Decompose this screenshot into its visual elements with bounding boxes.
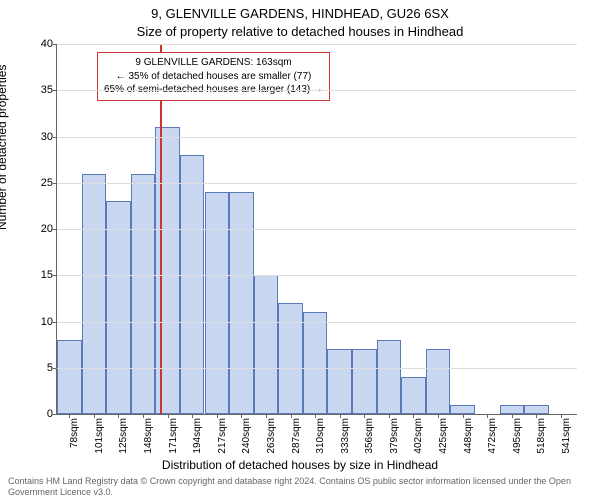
ytick-label: 35 xyxy=(41,84,53,96)
ytick-label: 30 xyxy=(41,131,53,143)
xtick-label: 125sqm xyxy=(118,418,129,454)
histogram-bar xyxy=(57,340,82,414)
ytick-mark xyxy=(53,44,57,45)
gridline-h xyxy=(57,137,577,138)
xtick-label: 425sqm xyxy=(438,418,449,454)
gridline-h xyxy=(57,229,577,230)
xtick-label: 310sqm xyxy=(315,418,326,454)
plot-area: 9 GLENVILLE GARDENS: 163sqm← 35% of deta… xyxy=(56,44,577,415)
histogram-bar xyxy=(524,405,549,414)
xtick-label: 240sqm xyxy=(241,418,252,454)
histogram-bar xyxy=(106,201,131,414)
ytick-label: 40 xyxy=(41,38,53,50)
xtick-label: 541sqm xyxy=(561,418,572,454)
ytick-mark xyxy=(53,137,57,138)
histogram-bar xyxy=(131,174,156,415)
xtick-label: 287sqm xyxy=(291,418,302,454)
histogram-bar xyxy=(205,192,230,414)
histogram-bar xyxy=(180,155,205,414)
histogram-bar xyxy=(278,303,303,414)
histogram-bar xyxy=(155,127,180,414)
gridline-h xyxy=(57,275,577,276)
ytick-mark xyxy=(53,322,57,323)
histogram-bar xyxy=(229,192,254,414)
histogram-bar xyxy=(500,405,525,414)
xtick-label: 379sqm xyxy=(389,418,400,454)
histogram-bar xyxy=(303,312,328,414)
ytick-mark xyxy=(53,275,57,276)
xtick-label: 78sqm xyxy=(69,418,80,448)
x-axis-label: Distribution of detached houses by size … xyxy=(0,458,600,472)
xtick-label: 217sqm xyxy=(217,418,228,454)
xtick-label: 472sqm xyxy=(487,418,498,454)
footnote-text: Contains HM Land Registry data © Crown c… xyxy=(8,476,592,498)
histogram-bar xyxy=(426,349,451,414)
xtick-label: 356sqm xyxy=(364,418,375,454)
annotation-line: ← 35% of detached houses are smaller (77… xyxy=(104,70,323,84)
histogram-bar xyxy=(401,377,426,414)
ytick-mark xyxy=(53,183,57,184)
annotation-line: 9 GLENVILLE GARDENS: 163sqm xyxy=(104,56,323,70)
ytick-label: 15 xyxy=(41,269,53,281)
histogram-bar xyxy=(377,340,402,414)
ytick-label: 5 xyxy=(47,362,53,374)
xtick-label: 448sqm xyxy=(463,418,474,454)
histogram-bar xyxy=(327,349,352,414)
ytick-label: 25 xyxy=(41,177,53,189)
xtick-label: 333sqm xyxy=(340,418,351,454)
histogram-bar xyxy=(254,275,279,414)
xtick-label: 101sqm xyxy=(94,418,105,454)
histogram-bar xyxy=(352,349,377,414)
ytick-label: 10 xyxy=(41,316,53,328)
ytick-mark xyxy=(53,414,57,415)
xtick-label: 402sqm xyxy=(413,418,424,454)
gridline-h xyxy=(57,90,577,91)
ytick-mark xyxy=(53,368,57,369)
xtick-label: 495sqm xyxy=(512,418,523,454)
xtick-label: 148sqm xyxy=(143,418,154,454)
chart-title-description: Size of property relative to detached ho… xyxy=(0,24,600,39)
ytick-mark xyxy=(53,229,57,230)
xtick-label: 518sqm xyxy=(536,418,547,454)
histogram-bar xyxy=(82,174,107,415)
gridline-h xyxy=(57,322,577,323)
ytick-label: 0 xyxy=(47,408,53,420)
gridline-h xyxy=(57,183,577,184)
histogram-bar xyxy=(450,405,475,414)
xtick-label: 263sqm xyxy=(266,418,277,454)
gridline-h xyxy=(57,44,577,45)
xtick-label: 194sqm xyxy=(192,418,203,454)
annotation-box: 9 GLENVILLE GARDENS: 163sqm← 35% of deta… xyxy=(97,52,330,101)
ytick-label: 20 xyxy=(41,223,53,235)
ytick-mark xyxy=(53,90,57,91)
chart-title-address: 9, GLENVILLE GARDENS, HINDHEAD, GU26 6SX xyxy=(0,6,600,21)
y-axis-label: Number of detached properties xyxy=(0,65,9,230)
xtick-label: 171sqm xyxy=(168,418,179,454)
gridline-h xyxy=(57,368,577,369)
